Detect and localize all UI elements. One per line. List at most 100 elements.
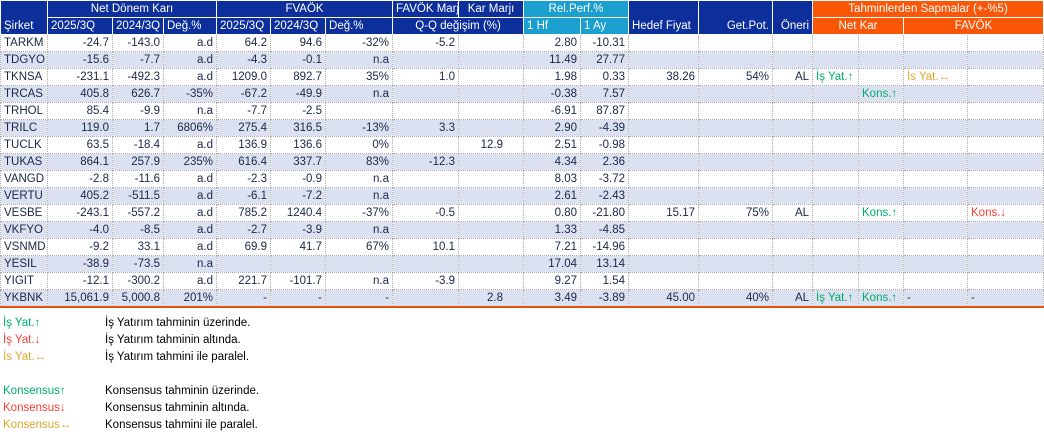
cell-nk_kons[interactable]: [858, 272, 905, 290]
header-net-kar[interactable]: Net Kar: [812, 17, 905, 35]
cell-fv_2024[interactable]: -2.5: [270, 102, 327, 120]
cell-ndk_deg[interactable]: 6806%: [163, 119, 218, 137]
cell-getpot[interactable]: [698, 34, 774, 52]
cell-oneri[interactable]: [772, 136, 814, 154]
cell-oneri[interactable]: [772, 187, 814, 205]
cell-nk_is[interactable]: [812, 85, 860, 103]
cell-ay1[interactable]: 1.54: [580, 272, 630, 290]
header-get-pot[interactable]: Get.Pot.: [698, 0, 774, 35]
cell-getpot[interactable]: [698, 136, 774, 154]
cell-getpot[interactable]: 54%: [698, 68, 774, 86]
cell-fv_deg[interactable]: 67%: [325, 238, 394, 256]
cell-fv_2025[interactable]: 616.4: [216, 153, 272, 171]
cell-getpot[interactable]: [698, 85, 774, 103]
cell-fv_2025[interactable]: 785.2: [216, 204, 272, 222]
cell-ndk_deg[interactable]: a.d: [163, 136, 218, 154]
cell-fv_deg[interactable]: [325, 255, 394, 273]
cell-ndk_2025[interactable]: -243.1: [47, 204, 113, 222]
cell-hedef[interactable]: [628, 187, 700, 205]
cell-sirket[interactable]: TUCLK: [0, 136, 48, 154]
cell-fv_deg[interactable]: -13%: [325, 119, 394, 137]
cell-ndk_2024[interactable]: -300.2: [112, 272, 164, 290]
cell-fv_2025[interactable]: -6.1: [216, 187, 272, 205]
cell-fv_is[interactable]: [903, 238, 969, 256]
cell-nk_kons[interactable]: Kons.↑: [858, 85, 905, 103]
cell-getpot[interactable]: [698, 119, 774, 137]
cell-km_qq[interactable]: [458, 238, 525, 256]
cell-ndk_2025[interactable]: 119.0: [47, 119, 113, 137]
cell-fm_qq[interactable]: [392, 187, 460, 205]
cell-fv_is[interactable]: -: [903, 289, 969, 308]
cell-sirket[interactable]: TDGYO: [0, 51, 48, 69]
cell-sirket[interactable]: TRILC: [0, 119, 48, 137]
cell-fv_2024[interactable]: -3.9: [270, 221, 327, 239]
header-tahmin-sapma[interactable]: Tahminlerden Sapmalar (+-%5): [812, 0, 1044, 18]
cell-fv_2025[interactable]: 136.9: [216, 136, 272, 154]
cell-hedef[interactable]: 15.17: [628, 204, 700, 222]
cell-ndk_2025[interactable]: -2.8: [47, 170, 113, 188]
header-fv-deg[interactable]: Değ.%: [325, 17, 394, 35]
cell-fv_2024[interactable]: 136.6: [270, 136, 327, 154]
cell-km_qq[interactable]: 12.9: [458, 136, 525, 154]
cell-ndk_2024[interactable]: -511.5: [112, 187, 164, 205]
cell-fv_2025[interactable]: 69.9: [216, 238, 272, 256]
cell-ay1[interactable]: 87.87: [580, 102, 630, 120]
cell-fv_deg[interactable]: n.a: [325, 51, 394, 69]
cell-nk_kons[interactable]: [858, 68, 905, 86]
cell-km_qq[interactable]: [458, 170, 525, 188]
cell-fv_deg[interactable]: n.a: [325, 221, 394, 239]
cell-nk_kons[interactable]: [858, 34, 905, 52]
cell-hf1[interactable]: 1.33: [523, 221, 582, 239]
cell-nk_kons[interactable]: [858, 238, 905, 256]
header-fv-2025[interactable]: 2025/3Q: [216, 17, 272, 35]
cell-hf1[interactable]: 2.80: [523, 34, 582, 52]
cell-fm_qq[interactable]: -0.5: [392, 204, 460, 222]
cell-fv_deg[interactable]: 0%: [325, 136, 394, 154]
cell-ndk_2025[interactable]: 15,061.9: [47, 289, 113, 308]
cell-fv_2024[interactable]: 316.5: [270, 119, 327, 137]
cell-hf1[interactable]: 1.98: [523, 68, 582, 86]
cell-ndk_deg[interactable]: n.a: [163, 102, 218, 120]
header-rel-perf[interactable]: Rel.Perf.%: [523, 0, 630, 18]
cell-fv_is[interactable]: İs Yat.↔: [903, 68, 969, 86]
cell-ndk_2024[interactable]: -8.5: [112, 221, 164, 239]
cell-oneri[interactable]: [772, 221, 814, 239]
cell-oneri[interactable]: [772, 34, 814, 52]
cell-ndk_deg[interactable]: a.d: [163, 68, 218, 86]
cell-nk_is[interactable]: [812, 34, 860, 52]
cell-km_qq[interactable]: [458, 51, 525, 69]
cell-hedef[interactable]: [628, 221, 700, 239]
cell-fv_2024[interactable]: -0.1: [270, 51, 327, 69]
cell-km_qq[interactable]: [458, 34, 525, 52]
cell-oneri[interactable]: [772, 238, 814, 256]
cell-km_qq[interactable]: 2.8: [458, 289, 525, 308]
cell-ay1[interactable]: -14.96: [580, 238, 630, 256]
cell-hf1[interactable]: 17.04: [523, 255, 582, 273]
header-1ay[interactable]: 1 Ay: [580, 17, 630, 35]
cell-sirket[interactable]: VANGD: [0, 170, 48, 188]
cell-hedef[interactable]: [628, 272, 700, 290]
cell-ndk_deg[interactable]: a.d: [163, 204, 218, 222]
cell-fv_2024[interactable]: [270, 255, 327, 273]
cell-nk_kons[interactable]: [858, 170, 905, 188]
cell-ndk_2025[interactable]: -38.9: [47, 255, 113, 273]
cell-getpot[interactable]: [698, 51, 774, 69]
cell-nk_is[interactable]: [812, 221, 860, 239]
cell-nk_kons[interactable]: [858, 221, 905, 239]
cell-getpot[interactable]: 75%: [698, 204, 774, 222]
cell-fv_is[interactable]: [903, 204, 969, 222]
cell-fv_deg[interactable]: n.a: [325, 187, 394, 205]
cell-fv_is[interactable]: [903, 119, 969, 137]
cell-fv_kons[interactable]: Kons.↓: [967, 204, 1044, 222]
cell-km_qq[interactable]: [458, 255, 525, 273]
cell-fv_kons[interactable]: [967, 238, 1044, 256]
cell-nk_is[interactable]: [812, 153, 860, 171]
cell-hedef[interactable]: [628, 85, 700, 103]
cell-fv_2024[interactable]: -0.9: [270, 170, 327, 188]
cell-nk_is[interactable]: [812, 238, 860, 256]
cell-fm_qq[interactable]: [392, 289, 460, 308]
cell-ndk_deg[interactable]: a.d: [163, 272, 218, 290]
cell-ndk_2024[interactable]: -11.6: [112, 170, 164, 188]
cell-ndk_2024[interactable]: 626.7: [112, 85, 164, 103]
cell-fv_deg[interactable]: 35%: [325, 68, 394, 86]
